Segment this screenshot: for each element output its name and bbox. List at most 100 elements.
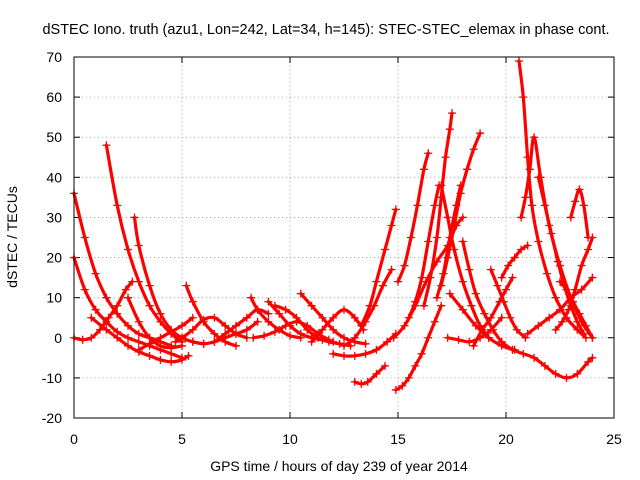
plus-marker (404, 373, 413, 382)
plus-marker (156, 309, 165, 318)
plus-marker (167, 343, 176, 352)
series-arc-35 (486, 265, 530, 342)
plus-marker (318, 313, 327, 322)
series-arc-36 (497, 241, 532, 282)
plus-marker (357, 321, 366, 330)
plus-marker (350, 333, 359, 342)
plus-marker (521, 333, 530, 342)
plus-marker (465, 337, 474, 346)
series-arc-25 (394, 149, 433, 286)
plus-marker (378, 281, 387, 290)
plus-marker (519, 349, 528, 358)
plus-marker (469, 145, 478, 154)
plus-marker (419, 165, 428, 174)
plus-marker (530, 353, 539, 362)
data-series-group (70, 57, 597, 394)
plus-marker (551, 369, 560, 378)
plus-marker (400, 261, 409, 270)
plus-marker (508, 345, 517, 354)
plus-marker (221, 321, 230, 330)
plus-marker (450, 245, 459, 254)
plus-marker (417, 273, 426, 282)
plus-marker (188, 325, 197, 334)
series-line (310, 308, 365, 344)
plus-marker (577, 261, 586, 270)
series-line (72, 191, 173, 348)
plus-marker (249, 333, 258, 342)
plus-marker (104, 313, 113, 322)
y-tick-label: 50 (46, 129, 62, 145)
plus-marker (124, 341, 132, 350)
plus-marker (443, 253, 452, 262)
plus-marker (540, 201, 549, 210)
plus-marker (497, 313, 506, 322)
series-arc-19 (340, 265, 396, 350)
plus-marker (87, 313, 96, 322)
plus-marker (545, 313, 554, 322)
plus-marker (391, 205, 400, 214)
series-arc-41 (551, 233, 597, 334)
plus-marker (450, 221, 459, 230)
plus-marker (188, 297, 197, 306)
plus-marker (124, 333, 132, 342)
plus-marker (87, 333, 96, 342)
plus-marker (329, 313, 338, 322)
plus-marker (394, 277, 402, 286)
plus-marker (264, 317, 273, 326)
plus-marker (573, 317, 582, 326)
plus-marker (514, 57, 523, 66)
plus-marker (264, 309, 273, 318)
plus-marker (357, 379, 366, 388)
plus-marker (145, 281, 154, 290)
plus-marker (517, 213, 526, 222)
plus-marker (113, 309, 122, 318)
plus-marker (411, 361, 420, 370)
plus-marker (579, 329, 588, 338)
plus-marker (270, 301, 279, 310)
plus-marker (156, 341, 165, 350)
plus-marker (504, 261, 513, 270)
plus-marker (558, 317, 567, 326)
plus-marker (432, 293, 441, 302)
y-tick-label: 70 (46, 49, 62, 65)
plus-marker (521, 193, 530, 202)
plus-marker (519, 93, 528, 102)
y-tick-label: 40 (46, 169, 62, 185)
plus-marker (486, 313, 495, 322)
series-arc-27 (419, 109, 456, 310)
plus-marker (264, 297, 273, 306)
plus-marker (467, 301, 476, 310)
plus-marker (575, 185, 584, 194)
plus-marker (540, 361, 549, 370)
plus-marker (130, 213, 139, 222)
series-arc-23 (391, 301, 446, 394)
plus-marker (260, 331, 269, 340)
plus-marker (178, 333, 186, 342)
plus-marker (458, 305, 467, 314)
plus-marker (124, 245, 132, 254)
y-tick-label: 60 (46, 89, 62, 105)
plus-marker (413, 201, 422, 210)
plus-marker (530, 133, 539, 142)
plus-marker (458, 237, 467, 246)
plus-marker (471, 289, 480, 298)
plus-marker (484, 333, 493, 342)
plus-marker (178, 341, 186, 350)
plus-marker (448, 109, 456, 118)
y-tick-label: 20 (46, 250, 62, 266)
x-axis-label: GPS time / hours of day 239 of year 2014 (210, 458, 468, 474)
y-tick-label: -20 (42, 410, 62, 426)
plus-marker (443, 333, 452, 342)
plus-marker (124, 321, 132, 330)
plus-marker (182, 281, 191, 290)
plus-marker (270, 327, 279, 336)
plus-marker (424, 333, 433, 342)
x-tick-label: 0 (70, 431, 78, 447)
plus-marker (400, 321, 409, 330)
plus-marker (275, 309, 284, 318)
plus-marker (551, 293, 560, 302)
plus-marker (579, 201, 588, 210)
y-tick-label: 30 (46, 209, 62, 225)
plus-marker (361, 349, 370, 358)
plus-marker (247, 293, 256, 302)
